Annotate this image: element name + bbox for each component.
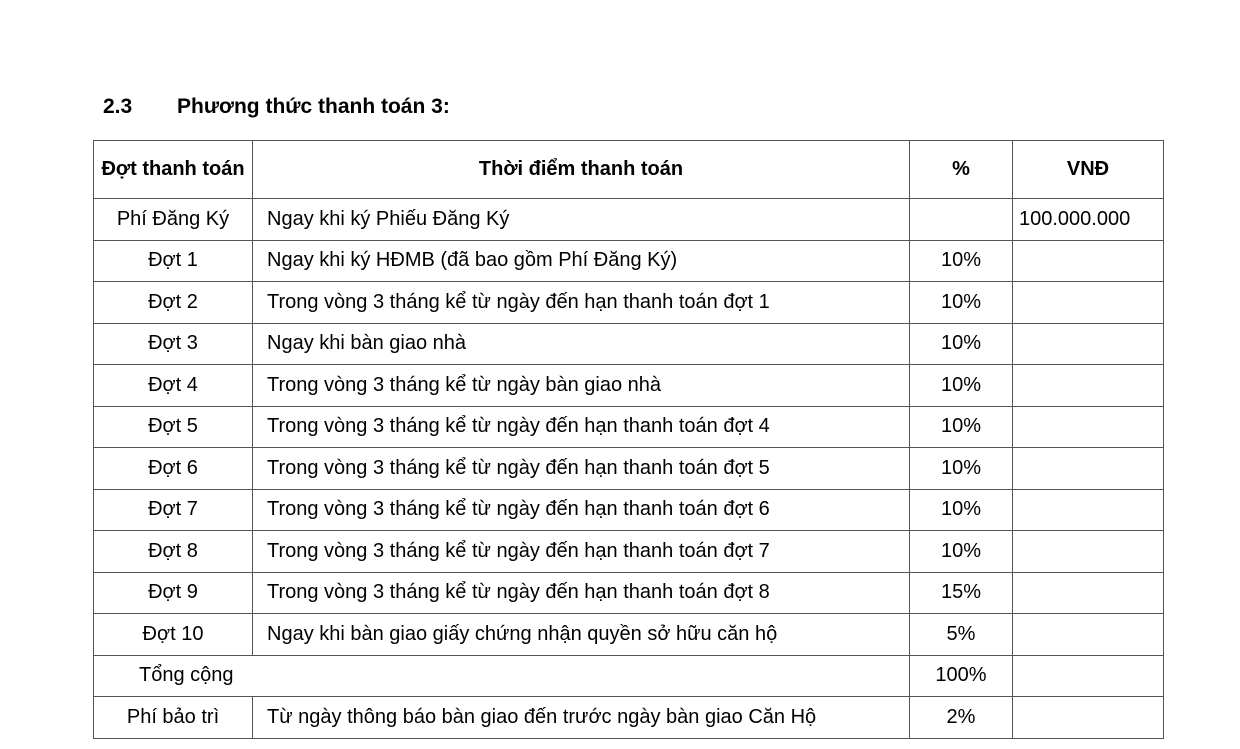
payment-time-cell: Trong vòng 3 tháng kể từ ngày đến hạn th… [252,571,910,614]
installment-cell: Đợt 4 [93,364,253,407]
vnd-cell [1012,571,1164,614]
table-row: Đợt 7 Trong vòng 3 tháng kể từ ngày đến h… [93,488,1164,531]
vnd-cell [1012,613,1164,656]
table-row: Đợt 6 Trong vòng 3 tháng kể từ ngày đến h… [93,447,1164,490]
vnd-cell [1012,322,1164,365]
payment-time-cell: Ngay khi bàn giao nhà [252,322,910,365]
vnd-cell [1012,405,1164,448]
section-number: 2.3 [103,95,133,118]
header-vnd: VNĐ [1012,140,1164,199]
total-vnd [1012,654,1164,697]
table-row: Đợt 8 Trong vòng 3 tháng kể từ ngày đến h… [93,530,1164,573]
vnd-cell [1012,488,1164,531]
header-payment-time: Thời điểm thanh toán [252,140,910,199]
vnd-cell [1012,281,1164,324]
table-row: Đợt 1 Ngay khi ký HĐMB (đã bao gồm Phí Đă… [93,239,1164,282]
section-heading: 2.3 Phương thức thanh toán 3: [103,95,450,119]
maintenance-percent-cell: 2% [909,696,1013,739]
installment-cell: Đợt 1 [93,239,253,282]
vnd-cell [1012,447,1164,490]
table-row: Đợt 4 Trong vòng 3 tháng kể từ ngày bàn g… [93,364,1164,407]
percent-cell: 15% [909,571,1013,614]
vnd-cell [1012,239,1164,282]
installment-cell: Đợt 6 [93,447,253,490]
payment-time-cell: Trong vòng 3 tháng kể từ ngày đến hạn th… [252,530,910,573]
payment-time-cell: Trong vòng 3 tháng kể từ ngày đến hạn th… [252,488,910,531]
table-row: Đợt 5 Trong vòng 3 tháng kể từ ngày đến h… [93,405,1164,448]
maintenance-installment-cell: Phí bảo trì [93,696,253,739]
table-row: Đợt 3 Ngay khi bàn giao nhà 10% [93,322,1164,365]
table-row: Đợt 2 Trong vòng 3 tháng kể từ ngày đến h… [93,281,1164,324]
installment-cell: Đợt 3 [93,322,253,365]
percent-cell: 10% [909,364,1013,407]
table-header-row: Đợt thanh toán Thời điểm thanh toán % VN… [93,140,1164,199]
payment-schedule-table: Đợt thanh toán Thời điểm thanh toán % VN… [93,140,1164,739]
vnd-cell [1012,364,1164,407]
payment-time-cell: Trong vòng 3 tháng kể từ ngày bàn giao n… [252,364,910,407]
table-row: Đợt 10 Ngay khi bàn giao giấy chứng nhận … [93,613,1164,656]
percent-cell: 10% [909,322,1013,365]
percent-cell: 10% [909,281,1013,324]
installment-cell: Đợt 7 [93,488,253,531]
percent-cell [909,198,1013,241]
header-percent: % [909,140,1013,199]
percent-cell: 10% [909,239,1013,282]
installment-cell: Đợt 10 [93,613,253,656]
vnd-cell [1012,530,1164,573]
table-row: Phí Đăng Ký Ngay khi ký Phiếu Đăng Ký 100.… [93,198,1164,241]
installment-cell: Đợt 2 [93,281,253,324]
payment-time-cell: Trong vòng 3 tháng kể từ ngày đến hạn th… [252,447,910,490]
payment-time-cell: Trong vòng 3 tháng kể từ ngày đến hạn th… [252,281,910,324]
percent-cell: 10% [909,488,1013,531]
percent-cell: 10% [909,530,1013,573]
maintenance-vnd-cell [1012,696,1164,739]
payment-time-cell: Ngay khi bàn giao giấy chứng nhận quyền … [252,613,910,656]
total-row: Tổng cộng 100% [93,654,1164,697]
installment-cell: Đợt 9 [93,571,253,614]
vnd-cell: 100.000.000 [1012,198,1164,241]
section-title: Phương thức thanh toán 3: [177,95,450,118]
installment-cell: Đợt 8 [93,530,253,573]
maintenance-payment-time-cell: Từ ngày thông báo bàn giao đến trước ngà… [252,696,910,739]
payment-time-cell: Ngay khi ký Phiếu Đăng Ký [252,198,910,241]
payment-time-cell: Ngay khi ký HĐMB (đã bao gồm Phí Đăng Ký… [252,239,910,282]
total-percent: 100% [909,654,1013,697]
payment-time-cell: Trong vòng 3 tháng kể từ ngày đến hạn th… [252,405,910,448]
total-label: Tổng cộng [93,654,910,697]
installment-cell: Đợt 5 [93,405,253,448]
percent-cell: 5% [909,613,1013,656]
header-installment: Đợt thanh toán [93,140,253,199]
maintenance-row: Phí bảo trì Từ ngày thông báo bàn giao đế… [93,696,1164,739]
table-row: Đợt 9 Trong vòng 3 tháng kể từ ngày đến h… [93,571,1164,614]
percent-cell: 10% [909,447,1013,490]
installment-cell: Phí Đăng Ký [93,198,253,241]
percent-cell: 10% [909,405,1013,448]
